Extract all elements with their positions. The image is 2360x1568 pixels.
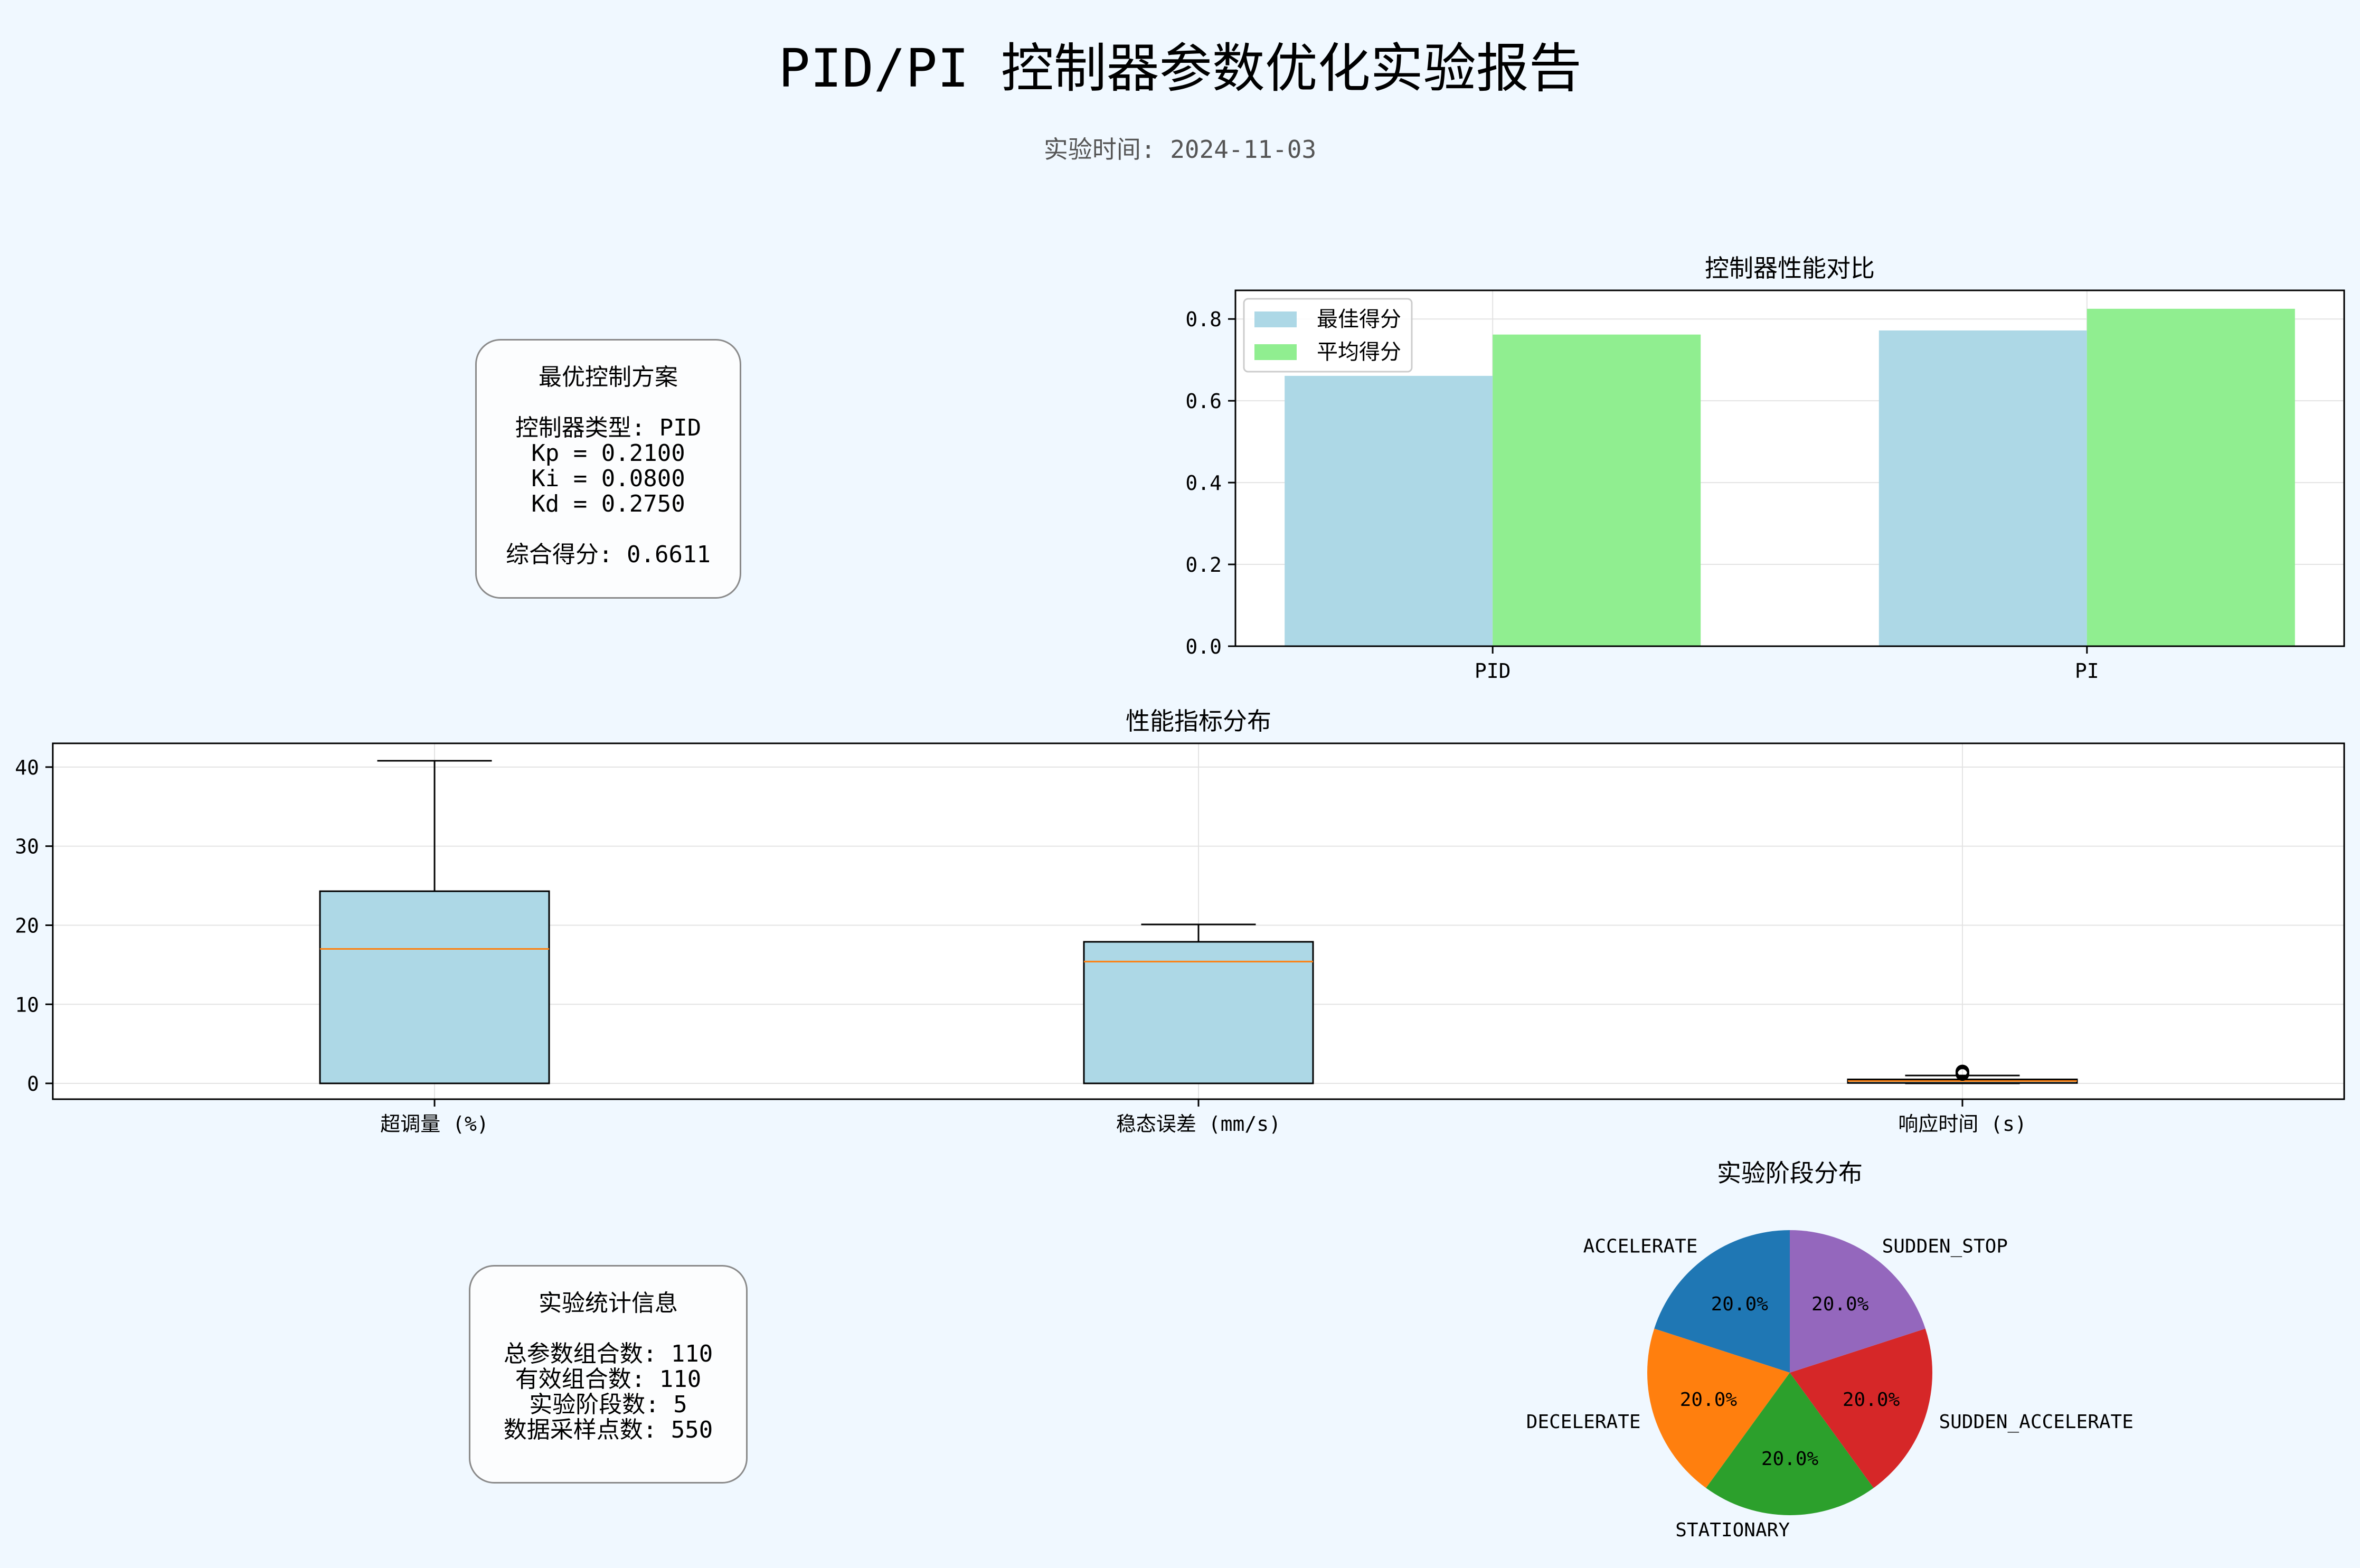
sample-count: 数据采样点数: 550 xyxy=(503,1416,713,1443)
box-x-tick-label: 超调量 (%) xyxy=(380,1112,489,1136)
box-plot-title: 性能指标分布 xyxy=(1126,707,1271,735)
box-plot: 0 10 20 30 40 超调量 (%) 稳态误差 (mm/s) 响应时间 (s) 性能指标… xyxy=(15,707,2345,1136)
box-y-tick-label: 40 xyxy=(15,756,39,779)
experiment-date: 实验时间: 2024-11-03 xyxy=(1043,135,1317,164)
pie-category-label: STATIONARY xyxy=(1675,1519,1790,1541)
box-iqr xyxy=(319,890,550,1084)
pie-slice-stationary xyxy=(1706,1373,1874,1516)
pie-category-label: DECELERATE xyxy=(1526,1411,1641,1433)
box-x-tick-label: 稳态误差 (mm/s) xyxy=(1116,1112,1281,1136)
bar-legend: 最佳得分 平均得分 xyxy=(1243,298,1413,373)
bar-x-tick-label: PI xyxy=(2075,659,2099,683)
pie-slice-sudden-stop xyxy=(1790,1230,1925,1373)
kp-value: Kp = 0.2100 xyxy=(531,440,685,467)
bar-chart: 0.0 0.2 0.4 0.6 0.8 PID PI 控制器性能对比 最佳得分 平均得分 xyxy=(1185,254,2345,683)
box-x-tick-label: 响应时间 (s) xyxy=(1898,1112,2027,1136)
kd-value: Kd = 0.2750 xyxy=(531,490,685,517)
box-flier xyxy=(1955,1064,1969,1079)
pie-slice-decelerate xyxy=(1647,1328,1790,1488)
overall-score: 综合得分: 0.6611 xyxy=(506,541,711,568)
bar-chart-title: 控制器性能对比 xyxy=(1705,254,1875,282)
box-y-tick-label: 20 xyxy=(15,914,39,937)
page-title: PID/PI 控制器参数优化实验报告 xyxy=(778,37,1582,99)
pie-slice-sudden-accelerate xyxy=(1790,1328,1932,1488)
pie-category-label: SUDDEN_ACCELERATE xyxy=(1939,1411,2133,1433)
valid-combinations: 有效组合数: 110 xyxy=(515,1366,702,1393)
pie-chart-title: 实验阶段分布 xyxy=(1717,1159,1863,1187)
stage-count: 实验阶段数: 5 xyxy=(529,1391,687,1418)
best-solution-box: 最优控制方案 控制器类型: PID Kp = 0.2100 Ki = 0.080… xyxy=(475,339,741,599)
experiment-stats-box: 实验统计信息 总参数组合数: 110 有效组合数: 110 实验阶段数: 5 数… xyxy=(469,1265,748,1484)
bar-y-tick-label: 0.4 xyxy=(1185,471,1222,495)
stats-title: 实验统计信息 xyxy=(539,1290,678,1317)
controller-type: 控制器类型: PID xyxy=(515,414,702,441)
pie-category-label: ACCELERATE xyxy=(1583,1236,1698,1258)
pie-slice-accelerate xyxy=(1654,1230,1790,1373)
bar-y-tick-label: 0.8 xyxy=(1185,308,1222,331)
total-combinations: 总参数组合数: 110 xyxy=(503,1340,713,1367)
bar-y-tick-label: 0.0 xyxy=(1185,635,1222,658)
box-y-tick-label: 0 xyxy=(27,1072,39,1095)
pie-pct-label: 20.0% xyxy=(1761,1448,1819,1470)
pie-pct-label: 20.0% xyxy=(1711,1293,1769,1315)
bar-best-pid xyxy=(1285,375,1493,646)
legend-swatch-best xyxy=(1254,311,1297,327)
box-y-tick-label: 10 xyxy=(15,993,39,1016)
bar-avg-pid xyxy=(1493,334,1701,646)
bar-best-pi xyxy=(1878,330,2087,646)
bar-y-tick-label: 0.2 xyxy=(1185,553,1222,577)
bar-plot-frame xyxy=(1234,289,2345,647)
best-solution-title: 最优控制方案 xyxy=(539,364,678,391)
ki-value: Ki = 0.0800 xyxy=(531,465,685,492)
bar-y-tick-label: 0.6 xyxy=(1185,390,1222,413)
box-y-tick-label: 30 xyxy=(15,835,39,858)
pie-category-label: SUDDEN_STOP xyxy=(1882,1236,2008,1258)
box-iqr xyxy=(1083,941,1314,1084)
legend-swatch-avg xyxy=(1254,344,1297,360)
pie-pct-label: 20.0% xyxy=(1680,1389,1738,1411)
pie-chart: 实验阶段分布 20.0% ACCELERATE 20.0% DECELERATE 20.… xyxy=(1526,1159,2134,1541)
pie-pct-label: 20.0% xyxy=(1843,1389,1900,1411)
bar-avg-pi xyxy=(2087,308,2295,646)
bar-x-tick-label: PID xyxy=(1475,659,1511,683)
pie-pct-label: 20.0% xyxy=(1811,1293,1869,1315)
legend-label-avg: 平均得分 xyxy=(1317,340,1401,364)
legend-label-best: 最佳得分 xyxy=(1317,307,1401,332)
